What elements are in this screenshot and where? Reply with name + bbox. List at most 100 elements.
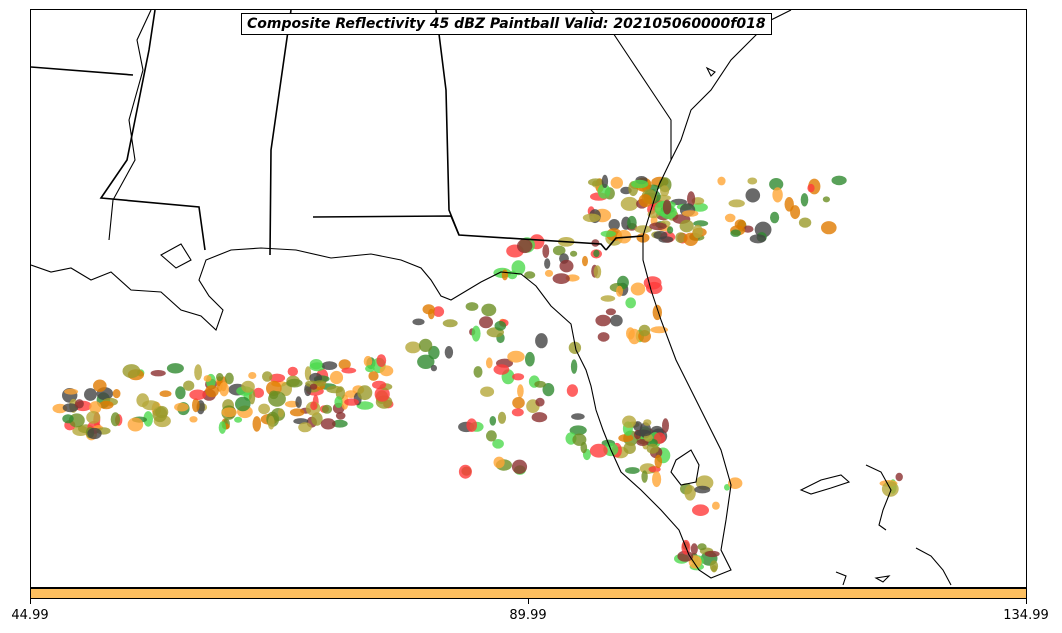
reflectivity-blob: [507, 350, 525, 363]
reflectivity-blob: [192, 398, 200, 413]
reflectivity-blob: [677, 550, 694, 562]
reflectivity-blob: [486, 357, 493, 369]
reflectivity-blob: [601, 174, 609, 188]
reflectivity-blob: [418, 338, 433, 352]
reflectivity-blob: [309, 359, 323, 370]
reflectivity-blob: [258, 403, 270, 415]
reflectivity-blob: [479, 316, 493, 329]
reflectivity-blob: [87, 427, 102, 440]
reflectivity-blob: [692, 224, 703, 239]
reflectivity-blob: [697, 543, 707, 551]
reflectivity-blob: [174, 402, 189, 412]
reflectivity-blob: [694, 485, 711, 494]
reflectivity-blob: [517, 238, 533, 254]
bahamas-small-1: [835, 571, 847, 586]
reflectivity-blob: [692, 504, 709, 516]
reflectivity-blob: [253, 387, 264, 398]
reflectivity-blob: [638, 324, 651, 337]
reflectivity-blob: [571, 413, 585, 420]
reflectivity-blob: [309, 383, 318, 390]
reflectivity-blob: [492, 439, 504, 449]
reflectivity-blob: [203, 375, 212, 382]
reflectivity-blob: [84, 388, 97, 401]
reflectivity-blob: [241, 380, 255, 393]
reflectivity-blob: [749, 234, 767, 244]
reflectivity-blob: [465, 302, 479, 311]
reflectivity-blob: [662, 199, 672, 215]
reflectivity-blob: [623, 442, 636, 454]
reflectivity-blob: [234, 416, 243, 423]
reflectivity-blob: [428, 345, 440, 360]
reflectivity-blob: [831, 175, 847, 186]
reflectivity-blob: [219, 382, 230, 397]
map-canvas: [31, 10, 952, 586]
reflectivity-blob: [582, 255, 588, 267]
reflectivity-blob: [728, 477, 743, 490]
reflectivity-blob: [99, 400, 114, 410]
reflectivity-blob: [769, 178, 784, 191]
reflectivity-blob: [643, 419, 652, 426]
reflectivity-blob: [597, 332, 610, 342]
reflectivity-blob: [331, 419, 348, 428]
reflectivity-blob: [417, 354, 435, 369]
reflectivity-blob: [298, 422, 312, 433]
reflectivity-blob: [610, 314, 623, 327]
reflectivity-blob: [466, 418, 478, 433]
reflectivity-blob: [252, 416, 262, 432]
reflectivity-blob: [150, 370, 166, 377]
reflectivity-blob: [593, 265, 602, 279]
reflectivity-blob: [525, 351, 535, 367]
colorbar-tick-mark-mid: [528, 599, 529, 604]
reflectivity-blob: [235, 396, 251, 412]
reflectivity-blob: [471, 325, 481, 342]
reflectivity-blob: [535, 333, 548, 349]
reflectivity-blob: [730, 229, 741, 237]
reflectivity-blob: [638, 194, 652, 208]
reflectivity-blob: [412, 318, 425, 326]
reflectivity-blob: [675, 232, 687, 244]
reflectivity-blob: [630, 282, 646, 296]
reflectivity-blob: [691, 202, 708, 212]
colorbar-tick-mark-right: [1026, 599, 1027, 604]
reflectivity-blob: [684, 485, 696, 501]
state-boundaries: [31, 10, 644, 256]
reflectivity-blob: [224, 372, 234, 385]
mississippi-river: [108, 10, 152, 241]
reflectivity-blob: [248, 372, 257, 379]
reflectivity-blob: [183, 380, 195, 391]
reflectivity-blob: [610, 176, 623, 189]
reflectivity-blob: [175, 386, 186, 400]
reflectivity-blob: [335, 412, 346, 420]
reflectivity-blob: [552, 245, 566, 256]
reflectivity-blob: [542, 244, 550, 258]
tn-ms-boundary: [31, 66, 134, 76]
lake-okeechobee: [670, 449, 700, 486]
reflectivity-blob: [542, 383, 555, 397]
reflectivity-blob: [572, 433, 587, 446]
reflectivity-blob: [709, 560, 719, 572]
reflectivity-blob: [112, 389, 121, 399]
reflectivity-blob: [321, 404, 333, 414]
reflectivity-blob: [286, 378, 303, 388]
reflectivity-blob: [511, 408, 524, 417]
ga-al-boundary: [435, 10, 460, 236]
reflectivity-blob: [365, 365, 375, 373]
reflectivity-blob: [712, 501, 720, 510]
reflectivity-blob: [289, 408, 305, 417]
reflectivity-blob: [344, 398, 359, 406]
reflectivity-blob: [277, 408, 285, 418]
reflectivity-blob: [368, 371, 379, 381]
island-top: [705, 66, 716, 77]
reflectivity-blob: [267, 415, 275, 430]
reflectivity-blob: [770, 211, 780, 224]
reflectivity-blob: [667, 226, 674, 234]
coastlines: [31, 10, 952, 586]
reflectivity-blob: [745, 188, 761, 203]
reflectivity-blob: [625, 467, 640, 474]
reflectivity-blob: [800, 193, 809, 207]
reflectivity-blob: [717, 176, 726, 186]
reflectivity-blob: [531, 412, 548, 423]
reflectivity-blob: [772, 187, 783, 203]
reflectivity-blobs: [52, 174, 903, 573]
reflectivity-blob: [122, 364, 141, 379]
